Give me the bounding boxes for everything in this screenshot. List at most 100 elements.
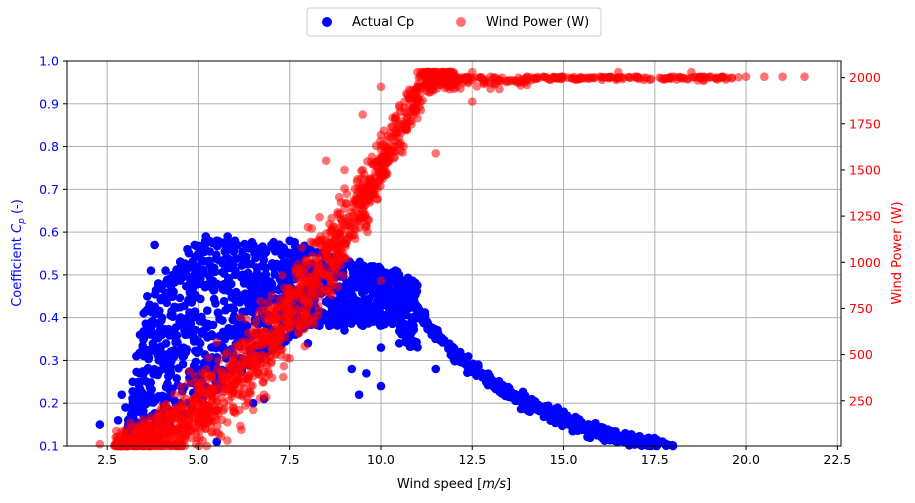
power-cloud-point	[119, 428, 129, 437]
cp-cloud-point	[221, 305, 230, 315]
cp-cloud-point	[227, 331, 236, 340]
cp-cloud-point	[251, 253, 260, 263]
power-cloud-point	[297, 283, 307, 293]
power-cloud-point	[213, 389, 222, 398]
power-cloud-point	[178, 397, 187, 407]
cp-point	[431, 326, 441, 335]
power-point	[321, 241, 331, 250]
power-point	[413, 67, 422, 77]
cp-point	[394, 283, 404, 293]
power-point	[303, 276, 313, 286]
cp-cloud-point	[210, 285, 219, 295]
legend-marker-cp	[322, 17, 332, 27]
power-point	[358, 110, 368, 119]
cp-cloud-point	[164, 383, 173, 393]
y-right-tick-label: 1750	[849, 116, 881, 131]
cp-cloud-point	[280, 247, 290, 256]
y-left-tick-label: 0.2	[39, 396, 59, 411]
cp-cloud-point	[218, 285, 228, 294]
power-cloud-point	[376, 160, 386, 170]
cp-point	[340, 291, 349, 301]
cp-tail-point	[577, 424, 587, 434]
power-point	[376, 82, 386, 92]
power-cloud-point	[297, 243, 307, 252]
cp-cloud-point	[158, 392, 168, 402]
power-plateau-point	[530, 73, 540, 83]
cp-cloud-point	[168, 312, 178, 322]
power-cloud-point	[266, 351, 275, 361]
cp-cloud-point	[348, 304, 357, 313]
cp-cloud-point	[233, 295, 243, 305]
cp-point	[194, 249, 203, 258]
cp-point	[267, 240, 276, 250]
cp-tail-point	[565, 418, 575, 427]
cp-cloud-point	[341, 305, 351, 314]
power-cloud-point	[190, 392, 200, 402]
cp-cloud-point	[180, 323, 189, 332]
left-y-axis-title: Coefficient Cp (-)	[10, 199, 27, 307]
power-cloud-point	[237, 339, 247, 349]
power-plateau-point	[456, 84, 465, 93]
cp-tail-point	[511, 390, 521, 399]
power-point	[321, 285, 331, 295]
power-cloud-point	[335, 228, 344, 238]
power-cloud-point	[312, 253, 321, 263]
power-cloud-point	[223, 417, 232, 427]
power-cloud-point	[228, 403, 238, 413]
power-point	[267, 335, 276, 345]
plot-frame	[66, 60, 842, 447]
cp-cloud-point	[391, 306, 401, 316]
cp-tail-point	[497, 389, 506, 398]
cp-cloud-point	[139, 351, 148, 361]
cp-tail-point	[423, 319, 433, 328]
cp-cloud-point	[269, 262, 278, 272]
power-cloud-point	[261, 305, 270, 315]
cp-point	[369, 262, 378, 271]
power-point	[687, 67, 696, 77]
power-cloud-point	[153, 412, 163, 421]
cp-cloud-point	[168, 278, 178, 287]
y-left-tick-label: 0.9	[39, 96, 59, 111]
power-cloud-point	[184, 409, 193, 419]
cp-cloud-point	[328, 309, 337, 318]
cp-point	[577, 418, 587, 427]
power-plateau-point	[584, 74, 593, 84]
power-point	[613, 67, 623, 77]
power-cloud-point	[267, 373, 277, 383]
power-plateau-point	[734, 72, 743, 82]
power-cloud-point	[167, 424, 176, 433]
power-cloud-point	[338, 271, 348, 280]
power-cloud-point	[235, 312, 245, 322]
cp-cloud-point	[189, 311, 199, 320]
cp-cloud-point	[164, 372, 173, 381]
power-cloud-point	[291, 264, 300, 274]
cp-point	[522, 398, 532, 408]
cp-tail-point	[589, 424, 598, 433]
power-cloud-point	[256, 296, 265, 306]
cp-point	[376, 300, 386, 310]
cp-point	[413, 304, 422, 314]
cp-point	[175, 257, 185, 267]
power-point	[230, 379, 240, 389]
power-cloud-point	[315, 212, 324, 222]
cp-point	[383, 270, 393, 280]
y-left-tick-label: 0.7	[39, 182, 59, 197]
power-cloud-point	[229, 351, 239, 361]
cp-cloud-point	[400, 304, 410, 313]
cp-cloud-point	[409, 321, 418, 331]
power-cloud-point	[165, 432, 174, 442]
cp-cloud-point	[366, 270, 375, 280]
cp-cloud-point	[214, 309, 223, 318]
cp-cloud-point	[209, 294, 219, 304]
power-cloud-point	[278, 302, 288, 312]
power-point	[303, 222, 313, 232]
cp-cloud-point	[219, 269, 229, 278]
power-cloud-point	[243, 328, 253, 338]
power-cloud-point	[332, 243, 342, 253]
power-point	[705, 72, 714, 81]
power-plateau-point	[697, 72, 707, 82]
x-tick-label: 2.5	[97, 452, 117, 467]
power-cloud-point	[357, 174, 366, 183]
legend-marker-power	[456, 17, 466, 27]
power-plateau-point	[606, 72, 616, 82]
